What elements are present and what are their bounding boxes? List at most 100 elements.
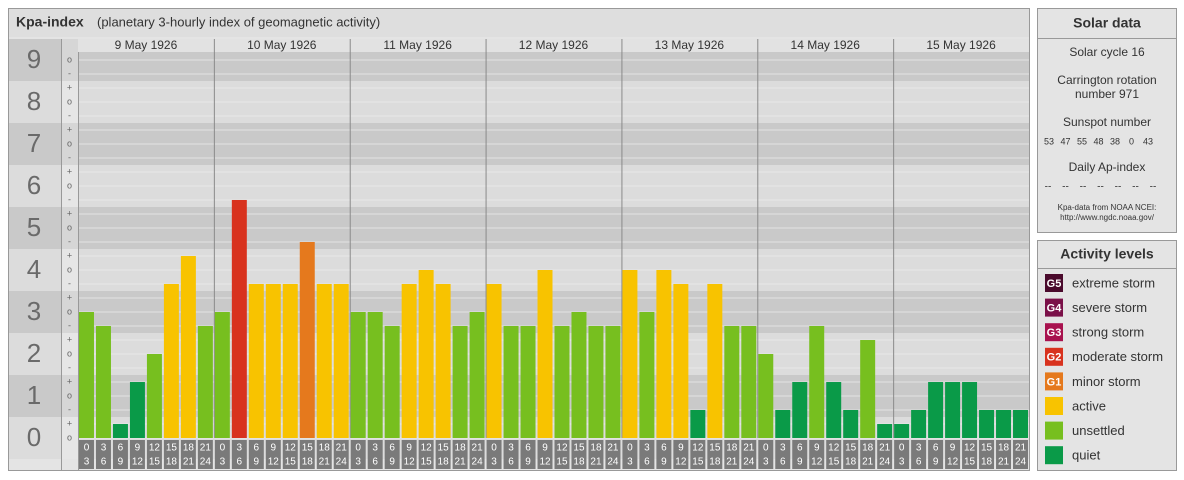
hour-box bbox=[945, 440, 961, 469]
hour-label: 9 bbox=[797, 457, 803, 468]
y-tick-label: 9 bbox=[27, 44, 41, 74]
hour-box bbox=[316, 440, 332, 469]
hour-label: 12 bbox=[692, 443, 704, 454]
hour-label: 15 bbox=[302, 443, 314, 454]
hour-label: 15 bbox=[845, 443, 857, 454]
minor-tick-label: - bbox=[68, 362, 71, 372]
minor-tick-label: + bbox=[67, 124, 72, 134]
legend-code: G3 bbox=[1047, 327, 1062, 339]
hour-box bbox=[180, 440, 196, 469]
ap-value: -- bbox=[1080, 182, 1087, 193]
bar bbox=[520, 325, 536, 438]
hour-box bbox=[282, 440, 298, 469]
header-bar bbox=[9, 9, 1029, 37]
y-tick-label: 5 bbox=[27, 212, 41, 242]
hour-box bbox=[112, 440, 128, 469]
hour-box bbox=[554, 440, 570, 469]
hour-label: 21 bbox=[455, 457, 467, 468]
hour-box bbox=[690, 440, 706, 469]
bar bbox=[622, 270, 638, 438]
hour-box bbox=[197, 440, 213, 469]
day-label: 11 May 1926 bbox=[383, 38, 452, 52]
chart-title: Kpa-index bbox=[16, 14, 84, 30]
bar bbox=[554, 325, 570, 438]
minor-column-band bbox=[61, 39, 78, 81]
legend-label: unsettled bbox=[1072, 423, 1125, 438]
hour-label: 12 bbox=[268, 457, 280, 468]
minor-tick-label: o bbox=[67, 138, 72, 148]
hour-label: 12 bbox=[675, 457, 687, 468]
day-label: 10 May 1926 bbox=[247, 38, 317, 52]
sunspot-value: 48 bbox=[1093, 136, 1103, 146]
hour-label: 12 bbox=[132, 457, 144, 468]
hour-label: 18 bbox=[981, 457, 993, 468]
source-url: http://www.ngdc.noaa.gov/ bbox=[1060, 213, 1155, 222]
sunspot-value: 47 bbox=[1060, 136, 1070, 146]
bar bbox=[367, 312, 383, 438]
sunspot-value: 55 bbox=[1077, 136, 1087, 146]
hour-label: 6 bbox=[372, 457, 378, 468]
minor-column-band bbox=[61, 291, 78, 333]
hour-label: 15 bbox=[556, 457, 568, 468]
hour-box bbox=[894, 440, 910, 469]
bar bbox=[146, 354, 162, 438]
bar bbox=[673, 283, 689, 438]
ap-value: -- bbox=[1150, 182, 1157, 193]
hour-label: 18 bbox=[998, 443, 1010, 454]
day-label: 9 May 1926 bbox=[115, 38, 178, 52]
hour-label: 3 bbox=[101, 443, 107, 454]
minor-tick-label: o bbox=[67, 306, 72, 316]
hour-label: 24 bbox=[200, 457, 212, 468]
hour-label: 18 bbox=[302, 457, 314, 468]
hour-label: 6 bbox=[525, 443, 531, 454]
bar bbox=[452, 325, 468, 438]
hour-box bbox=[792, 440, 808, 469]
hour-label: 15 bbox=[149, 457, 161, 468]
bar bbox=[299, 241, 315, 438]
bar bbox=[79, 312, 94, 438]
minor-tick-label: o bbox=[67, 390, 72, 400]
hour-label: 21 bbox=[590, 457, 602, 468]
hour-box bbox=[979, 440, 995, 469]
bar bbox=[605, 325, 621, 438]
legend-swatch bbox=[1045, 446, 1063, 465]
bar bbox=[129, 382, 145, 438]
hour-box bbox=[877, 440, 893, 469]
day-label: 15 May 1926 bbox=[926, 38, 996, 52]
hour-label: 15 bbox=[166, 443, 178, 454]
bar bbox=[435, 283, 451, 438]
hour-box bbox=[605, 440, 621, 469]
bar bbox=[418, 270, 434, 438]
hour-box bbox=[962, 440, 978, 469]
bar bbox=[248, 283, 264, 438]
hour-box bbox=[656, 440, 672, 469]
hour-box bbox=[265, 440, 281, 469]
bar bbox=[282, 283, 298, 438]
bar bbox=[469, 312, 485, 438]
minor-tick-label: + bbox=[67, 376, 72, 386]
hour-box bbox=[350, 440, 366, 469]
hour-label: 24 bbox=[336, 457, 348, 468]
hour-label: 18 bbox=[319, 443, 331, 454]
ap-value: -- bbox=[1062, 182, 1069, 193]
hour-label: 12 bbox=[811, 457, 823, 468]
hour-label: 18 bbox=[726, 443, 738, 454]
hour-label: 9 bbox=[814, 443, 820, 454]
hour-label: 9 bbox=[933, 457, 939, 468]
legend-swatch bbox=[1045, 298, 1063, 317]
bar bbox=[707, 283, 723, 438]
bar bbox=[537, 270, 553, 438]
legend-swatch bbox=[1045, 347, 1063, 366]
solar-title: Solar data bbox=[1073, 15, 1141, 31]
hour-label: 0 bbox=[491, 443, 497, 454]
hour-label: 9 bbox=[678, 443, 684, 454]
hour-label: 3 bbox=[763, 457, 769, 468]
hour-box bbox=[707, 440, 723, 469]
hour-box bbox=[741, 440, 757, 469]
bar bbox=[724, 325, 740, 438]
sunspot-title: Sunspot number bbox=[1063, 115, 1151, 129]
hour-label: 21 bbox=[879, 443, 891, 454]
minor-tick-label: - bbox=[68, 68, 71, 78]
sunspot-value: 53 bbox=[1044, 136, 1054, 146]
hour-box bbox=[775, 440, 791, 469]
